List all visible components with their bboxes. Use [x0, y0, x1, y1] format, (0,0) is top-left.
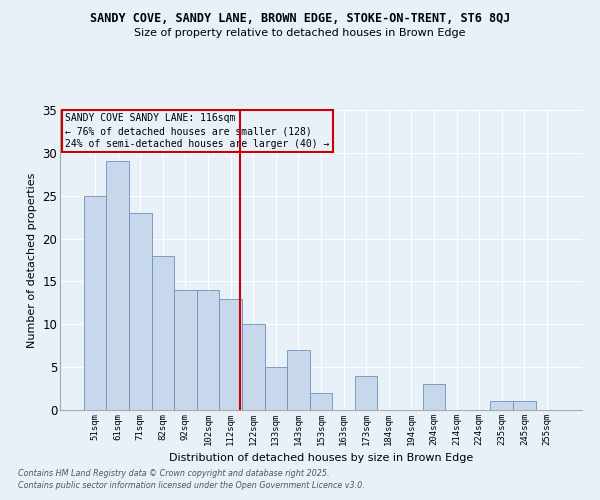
- Bar: [129, 213, 152, 410]
- Bar: [152, 256, 174, 410]
- X-axis label: Distribution of detached houses by size in Brown Edge: Distribution of detached houses by size …: [169, 454, 473, 464]
- Bar: [490, 402, 513, 410]
- Text: Contains HM Land Registry data © Crown copyright and database right 2025.: Contains HM Land Registry data © Crown c…: [18, 468, 329, 477]
- Bar: [355, 376, 377, 410]
- Bar: [220, 298, 242, 410]
- Bar: [174, 290, 197, 410]
- Text: Size of property relative to detached houses in Brown Edge: Size of property relative to detached ho…: [134, 28, 466, 38]
- Text: SANDY COVE, SANDY LANE, BROWN EDGE, STOKE-ON-TRENT, ST6 8QJ: SANDY COVE, SANDY LANE, BROWN EDGE, STOK…: [90, 12, 510, 26]
- Bar: [265, 367, 287, 410]
- Bar: [310, 393, 332, 410]
- Bar: [287, 350, 310, 410]
- Bar: [242, 324, 265, 410]
- Bar: [84, 196, 106, 410]
- Y-axis label: Number of detached properties: Number of detached properties: [27, 172, 37, 348]
- Bar: [422, 384, 445, 410]
- Text: Contains public sector information licensed under the Open Government Licence v3: Contains public sector information licen…: [18, 481, 365, 490]
- Bar: [106, 162, 129, 410]
- Bar: [197, 290, 220, 410]
- Bar: [513, 402, 536, 410]
- Text: SANDY COVE SANDY LANE: 116sqm
← 76% of detached houses are smaller (128)
24% of : SANDY COVE SANDY LANE: 116sqm ← 76% of d…: [65, 113, 329, 150]
